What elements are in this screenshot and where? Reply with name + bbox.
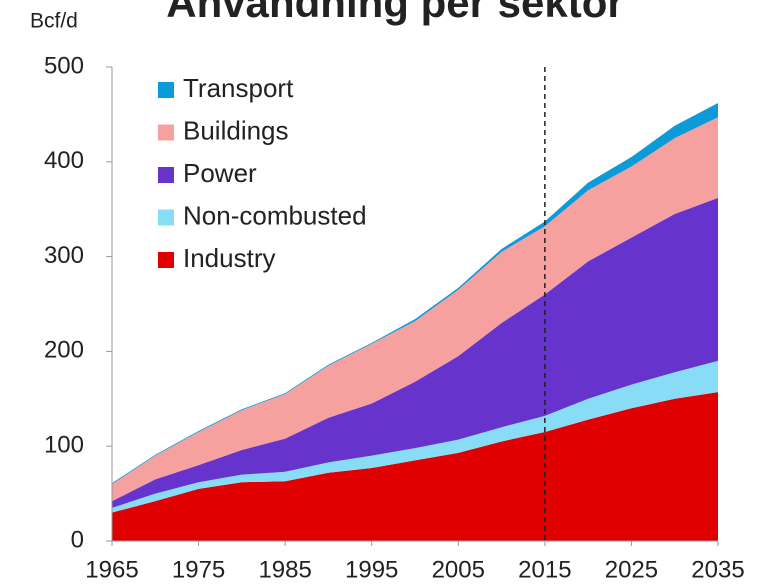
legend-label: Industry	[183, 243, 276, 273]
y-tick-label: 100	[44, 432, 84, 459]
area	[112, 117, 718, 502]
y-tick-label: 400	[44, 147, 84, 174]
legend-swatch	[158, 167, 174, 183]
x-tick-label: 1965	[85, 556, 138, 583]
legend-label: Transport	[183, 73, 294, 103]
x-tick-label: 1985	[258, 556, 311, 583]
chart-title: Användning per sektor	[166, 0, 623, 26]
area	[112, 103, 718, 485]
y-tick-label: 0	[71, 526, 84, 553]
y-tick-label: 500	[44, 52, 84, 79]
legend-swatch	[158, 252, 174, 268]
x-tick-label: 2035	[691, 556, 744, 583]
x-tick-label: 1995	[345, 556, 398, 583]
y-axis-label: Bcf/d	[30, 10, 78, 33]
legend-label: Buildings	[183, 115, 289, 145]
x-tick-label: 2005	[432, 556, 485, 583]
legend-label: Power	[183, 158, 257, 188]
y-tick-label: 300	[44, 242, 84, 269]
legend-swatch	[158, 82, 174, 98]
x-tick-label: 2015	[518, 556, 571, 583]
area	[112, 360, 718, 513]
x-tick-label: 2025	[605, 556, 658, 583]
y-tick-label: 200	[44, 337, 84, 364]
legend-swatch	[158, 124, 174, 141]
area	[112, 392, 718, 541]
legend-swatch	[158, 209, 174, 226]
x-tick-label: 1975	[172, 556, 225, 583]
area	[112, 197, 718, 508]
legend-label: Non-combusted	[183, 200, 367, 230]
